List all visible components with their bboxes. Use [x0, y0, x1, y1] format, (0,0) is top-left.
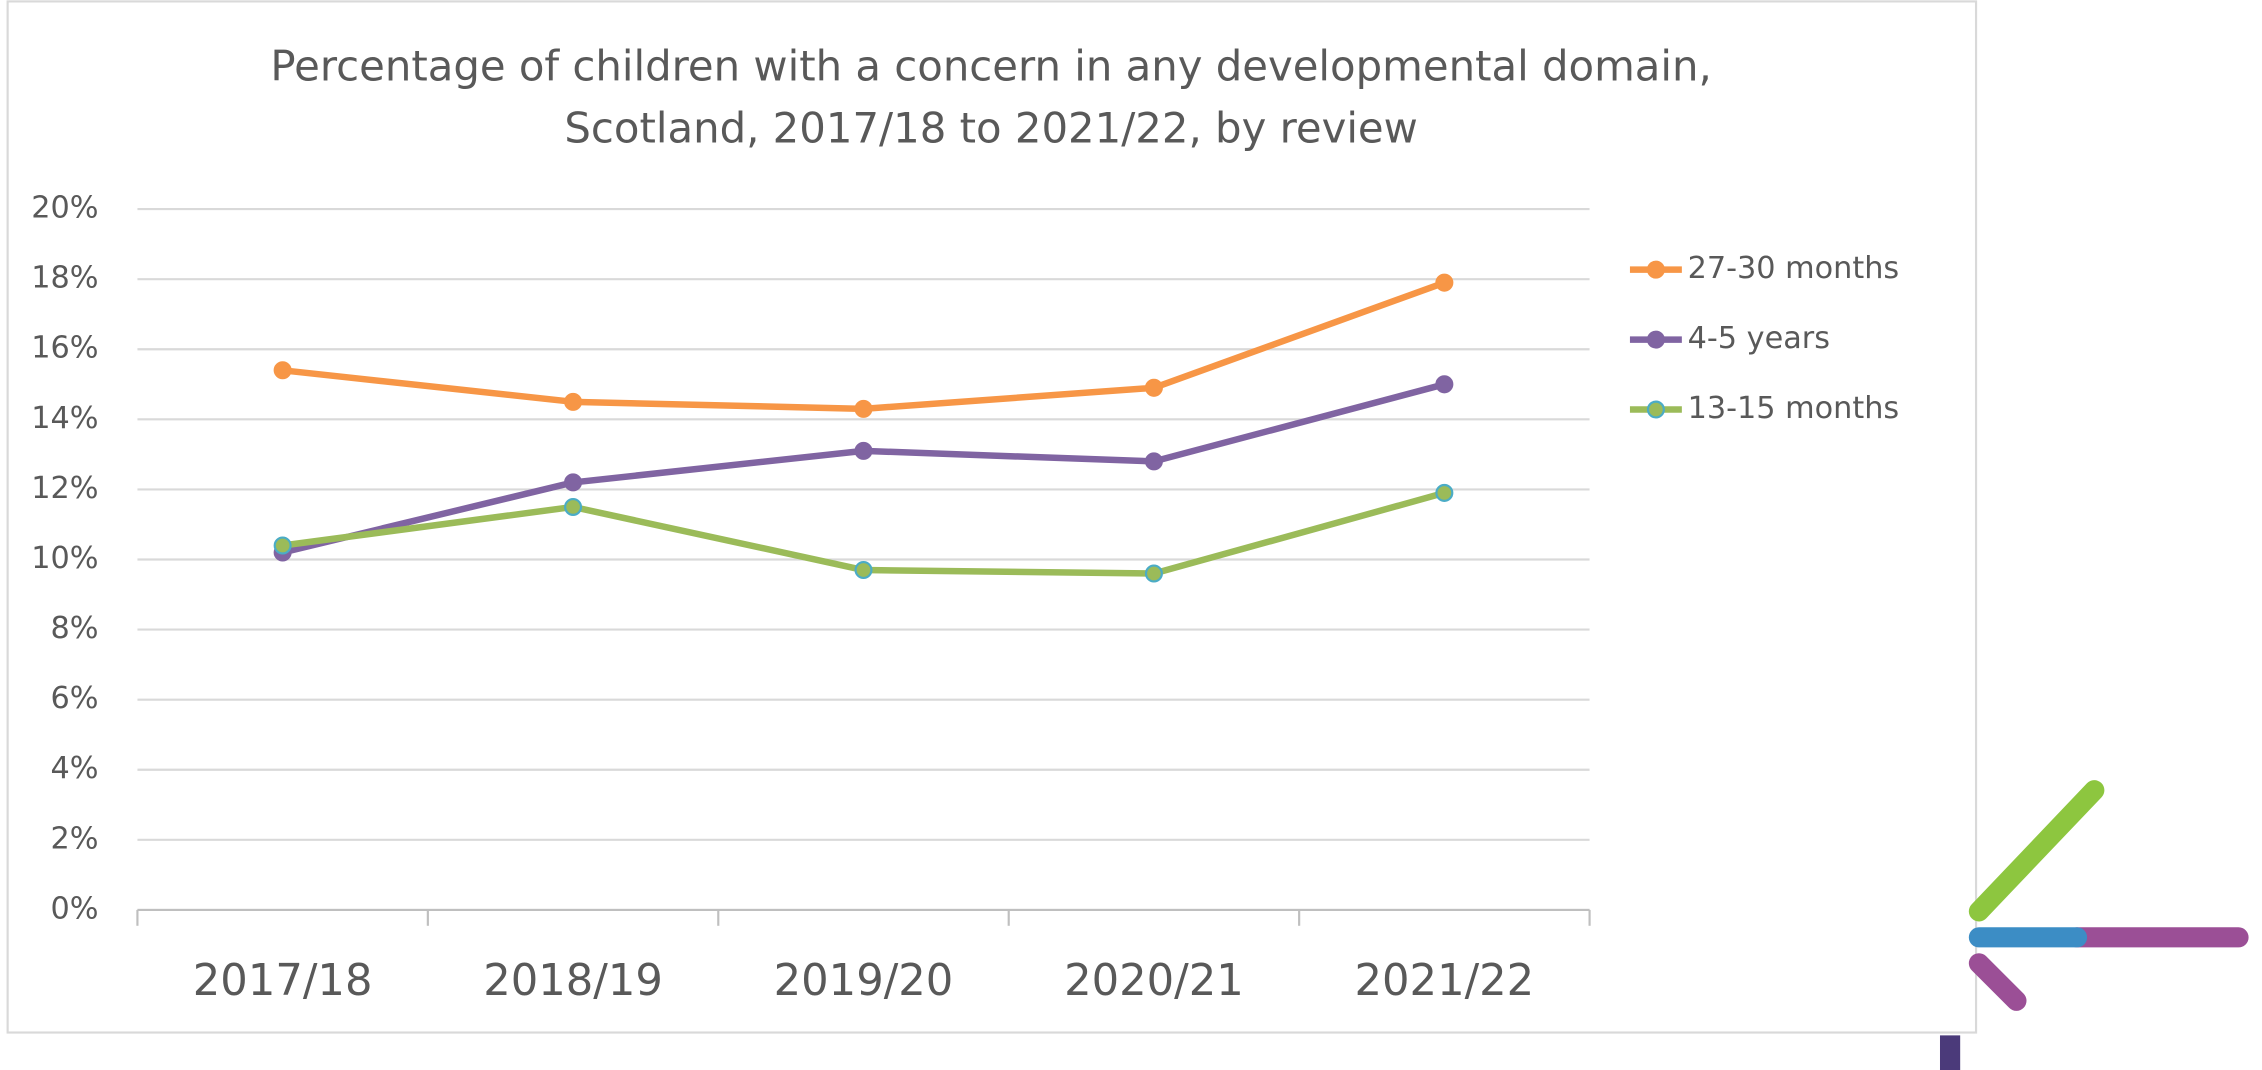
x-tick-label: 2021/22: [1355, 956, 1535, 1006]
data-point: [1144, 564, 1163, 583]
logo: [1939, 780, 2249, 1070]
y-tick-label: 10%: [31, 541, 98, 576]
x-tick-label: 2019/20: [774, 956, 954, 1006]
legend-marker: [1646, 400, 1665, 419]
logo-stroke: [1968, 780, 2105, 922]
x-tick-label: 2017/18: [193, 956, 373, 1006]
data-point: [1144, 378, 1163, 397]
chart-title: Percentage of children with a concern in…: [270, 42, 1711, 91]
chart-title: Scotland, 2017/18 to 2021/22, by review: [564, 104, 1417, 153]
legend-marker: [1646, 260, 1665, 279]
data-point: [273, 536, 292, 555]
y-tick-label: 12%: [31, 471, 98, 506]
data-point: [564, 497, 583, 516]
data-point: [854, 441, 873, 460]
y-tick-label: 4%: [50, 751, 98, 786]
data-point: [1144, 452, 1163, 471]
data-point: [1435, 483, 1454, 502]
y-tick-label: 14%: [31, 401, 98, 436]
y-tick-label: 20%: [31, 191, 98, 226]
logo-stroke: [1968, 953, 2027, 1011]
y-tick-label: 0%: [50, 891, 98, 926]
data-point: [564, 473, 583, 492]
data-point: [854, 561, 873, 580]
x-tick-label: 2020/21: [1064, 956, 1244, 1006]
data-point: [273, 361, 292, 380]
y-tick-label: 6%: [50, 681, 98, 716]
legend-label: 13-15 months: [1688, 391, 1900, 426]
chart-border: [6, 0, 1978, 1034]
y-tick-label: 16%: [31, 331, 98, 366]
data-point: [1435, 375, 1454, 394]
y-tick-label: 18%: [31, 261, 98, 296]
legend-marker: [1646, 330, 1665, 349]
legend-label: 27-30 months: [1688, 251, 1900, 286]
y-tick-label: 8%: [50, 611, 98, 646]
x-tick-label: 2018/19: [483, 956, 663, 1006]
data-point: [1435, 273, 1454, 292]
legend-label: 4-5 years: [1688, 321, 1830, 356]
y-tick-label: 2%: [50, 821, 98, 856]
data-point: [854, 399, 873, 418]
data-point: [564, 392, 583, 411]
